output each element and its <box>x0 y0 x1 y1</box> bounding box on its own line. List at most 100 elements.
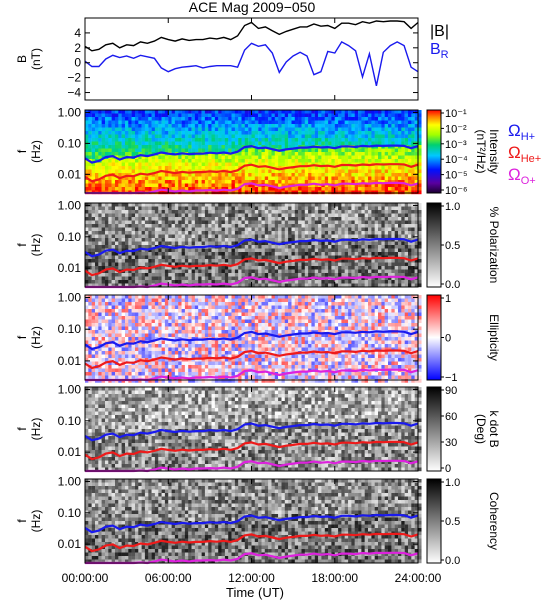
polarization-cell <box>331 206 335 211</box>
polarization-cell <box>218 255 222 260</box>
polarization-cell <box>131 213 136 218</box>
polarization-cell <box>338 262 342 267</box>
intensity-cell <box>101 148 106 153</box>
polarization-cell <box>171 276 176 281</box>
polarization-cell <box>361 266 365 270</box>
intensity-cell <box>344 187 349 191</box>
polarization-cell <box>298 248 302 253</box>
intensity-cell <box>188 117 192 121</box>
polarization-cell <box>304 283 309 288</box>
polarization-cell <box>174 206 179 211</box>
intensity-cell <box>148 166 152 170</box>
intensity-cell <box>131 187 136 191</box>
intensity-cell <box>284 159 289 163</box>
intensity-cell <box>388 166 392 170</box>
intensity-cell <box>231 180 236 184</box>
intensity-cell <box>291 187 296 191</box>
intensity-cell <box>268 187 272 191</box>
polarization-cell <box>118 241 122 246</box>
intensity-cell <box>171 127 176 132</box>
intensity-cell <box>214 187 219 191</box>
polarization-cell <box>135 231 139 235</box>
polarization-cell <box>381 259 385 263</box>
polarization-cell <box>164 203 169 207</box>
polarization-cell <box>414 283 419 288</box>
intensity-cell <box>208 159 212 163</box>
polarization-cell <box>95 238 99 242</box>
intensity-cell <box>171 117 176 121</box>
intensity-cell <box>391 187 395 191</box>
intensity-cell <box>181 190 186 195</box>
polarization-cell <box>321 231 325 235</box>
polarization-cell <box>88 245 92 249</box>
polarization-cell <box>181 217 186 221</box>
polarization-cell <box>125 231 129 235</box>
polarization-cell <box>328 234 332 239</box>
intensity-cell <box>268 173 272 177</box>
intensity-cell <box>111 120 116 125</box>
polarization-cell <box>348 227 352 232</box>
intensity-cell <box>268 155 272 160</box>
polarization-cell <box>121 255 126 260</box>
intensity-cell <box>401 180 405 184</box>
intensity-cell <box>251 117 256 121</box>
intensity-cell <box>168 166 172 170</box>
polarization-cell <box>278 234 282 239</box>
polarization-cell <box>128 217 132 221</box>
intensity-cell <box>224 173 229 177</box>
intensity-cell <box>391 131 395 135</box>
intensity-cell <box>284 134 289 139</box>
polarization-cell <box>115 283 119 288</box>
polarization-cell <box>398 269 402 274</box>
polarization-cell <box>298 273 302 277</box>
polarization-cell <box>251 280 256 284</box>
polarization-cell <box>338 248 342 253</box>
polarization-cell <box>135 252 139 256</box>
polarization-cell <box>354 273 359 277</box>
polarization-cell <box>214 241 219 246</box>
intensity-cell <box>374 110 379 114</box>
polarization-cell <box>314 283 319 288</box>
polarization-cell <box>198 206 202 211</box>
intensity-cell <box>314 169 319 174</box>
intensity-cell <box>161 180 166 184</box>
intensity-cell <box>168 187 172 191</box>
intensity-cell <box>128 127 132 132</box>
polarization-cell <box>311 283 315 288</box>
polarization-cell <box>241 255 246 260</box>
polarization-cell <box>231 234 236 239</box>
intensity-cell <box>271 173 276 177</box>
intensity-cell <box>284 131 289 135</box>
intensity-cell <box>341 124 345 128</box>
intensity-cell <box>298 148 302 153</box>
polarization-cell <box>121 252 126 256</box>
intensity-cell <box>281 183 286 188</box>
polarization-cell <box>248 220 252 225</box>
polarization-cell <box>234 245 239 249</box>
polarization-cell <box>288 280 292 284</box>
polarization-cell <box>241 206 246 211</box>
polarization-cell <box>135 238 139 242</box>
intensity-cell <box>354 176 359 181</box>
intensity-cell <box>154 127 159 132</box>
polarization-cell <box>158 220 162 225</box>
intensity-cell <box>91 183 96 188</box>
intensity-cell <box>311 120 315 125</box>
intensity-cell <box>251 155 256 160</box>
intensity-cell <box>101 180 106 184</box>
polarization-cell <box>328 248 332 253</box>
polarization-cell <box>141 245 146 249</box>
polarization-cell <box>418 241 422 246</box>
ellipticity-cell <box>85 365 89 369</box>
intensity-cell <box>198 127 202 132</box>
polarization-cell <box>334 273 339 277</box>
intensity-cell <box>394 110 399 114</box>
intensity-cell <box>401 152 405 156</box>
polarization-cell <box>101 273 106 277</box>
polarization-cell <box>148 241 152 246</box>
intensity-cell <box>254 127 259 132</box>
intensity-cell <box>371 173 375 177</box>
intensity-cell <box>324 113 329 118</box>
intensity-cell <box>238 141 242 146</box>
intensity-cell <box>171 145 176 149</box>
